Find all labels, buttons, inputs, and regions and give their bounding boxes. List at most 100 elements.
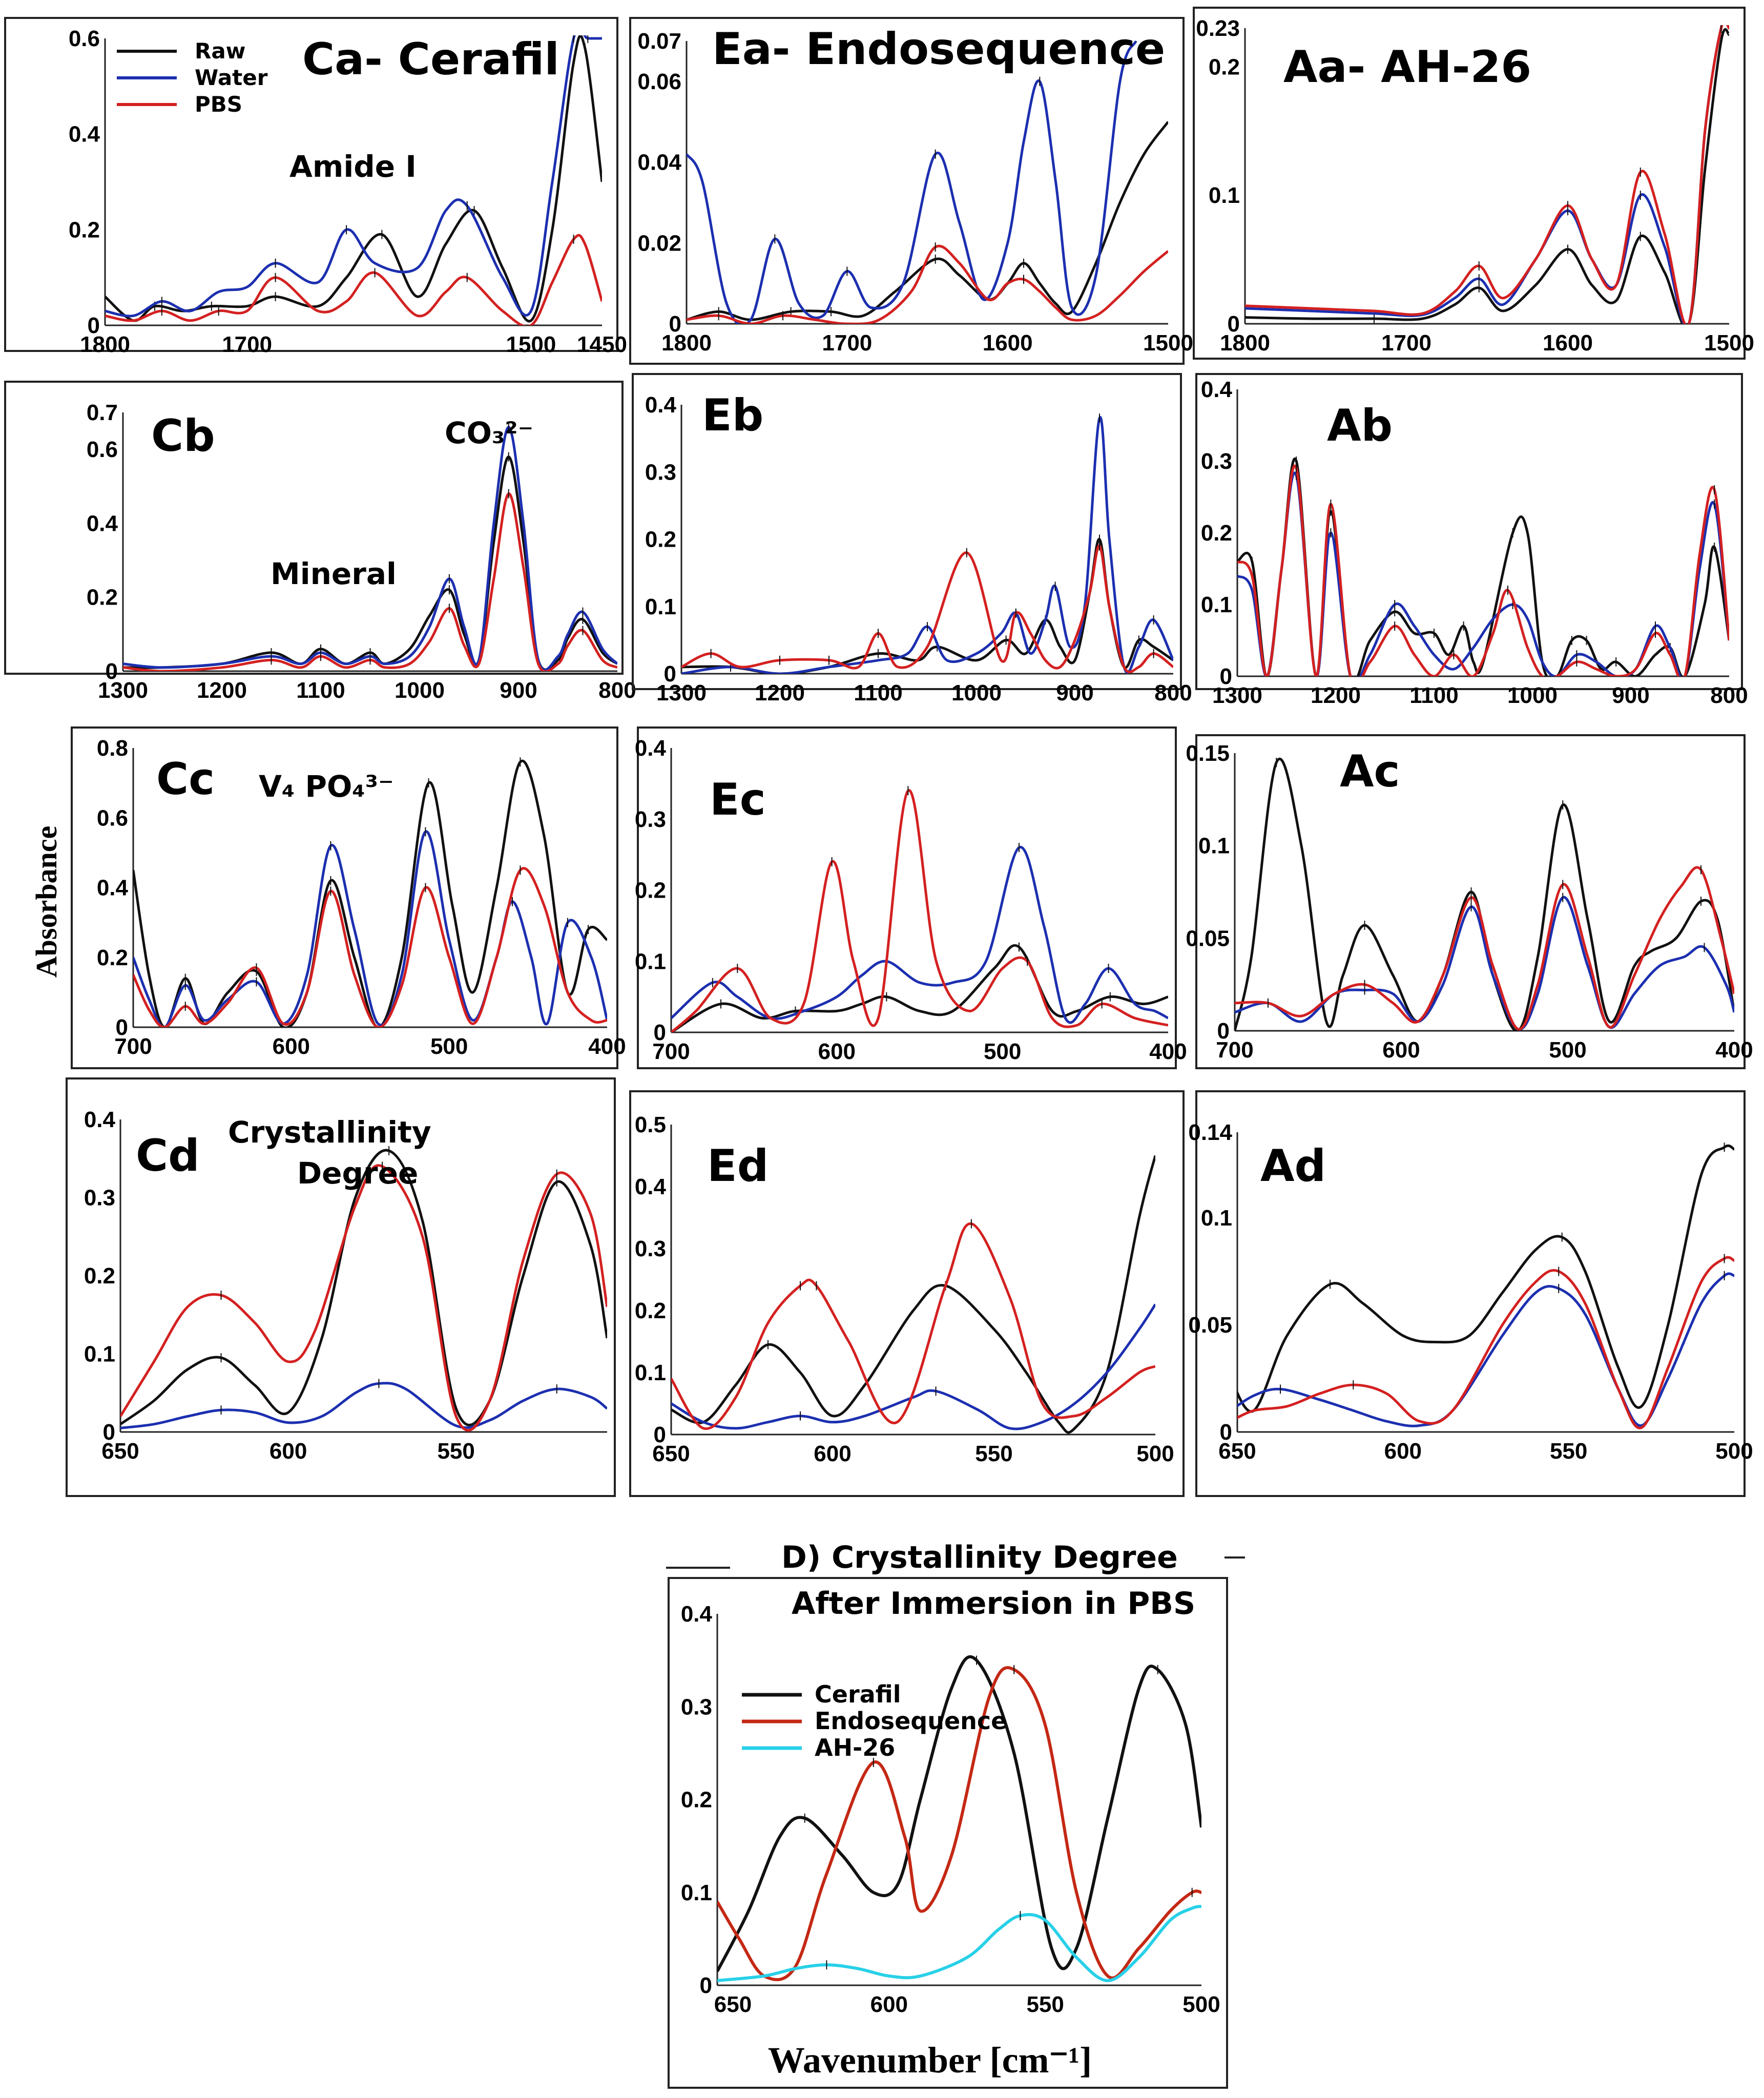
panel-title: Aa- AH-26 (1283, 41, 1531, 93)
series-group (681, 413, 1173, 674)
series-line-water (687, 40, 1137, 324)
series-line-pbs (1237, 1256, 1734, 1429)
x-tick-label: 550 (1550, 1439, 1587, 1464)
x-tick-label: 1800 (80, 332, 130, 357)
x-tick-label: 1500 (506, 332, 556, 357)
y-tick-label: 0.8 (97, 736, 128, 761)
y-tick-label: 0.2 (87, 585, 118, 610)
series-line-pbs (671, 1222, 1155, 1430)
panels-group: 1800 1700 1500 1450 0 0.2 0.4 0.6 Ca- Cerafil Ami… (4, 7, 1754, 2089)
x-tick-label: 1600 (1543, 330, 1593, 356)
y-tick-label: 0.05 (1186, 926, 1230, 951)
series-line-water (1235, 896, 1734, 1031)
x-tick-label: 650 (652, 1441, 690, 1466)
series-line-water (1237, 1272, 1734, 1427)
y-tick-label: 0.2 (1201, 521, 1232, 546)
series-line-water (681, 416, 1173, 674)
x-tick-label: 1100 (1409, 683, 1458, 708)
y-tick-label: 0.5 (635, 1112, 666, 1137)
y-tick-label: 0.1 (681, 1880, 712, 1905)
panel-title: Ab (1327, 400, 1393, 451)
series-line-pbs (120, 1164, 607, 1432)
series-group (1245, 25, 1729, 324)
y-tick-label: 0 (1220, 1420, 1232, 1445)
panel-Ad: 650 600 550 500 0 0.05 0.1 0.14 Ad (1188, 1090, 1753, 1497)
legend-label: Endosequence (815, 1707, 1007, 1735)
y-tick-label: 0.4 (84, 1107, 116, 1132)
x-tick-label: 700 (1216, 1037, 1253, 1063)
series-group (717, 1655, 1201, 1982)
series-group (105, 35, 602, 325)
y-tick-label: 0 (654, 1422, 666, 1447)
panel-Cc: 700 600 500 400 0 0.2 0.4 0.6 0.8 Cc V₄ PO₄³⁻ (71, 726, 626, 1069)
panel-frame (668, 1577, 1228, 2089)
y-tick-label: 0.3 (84, 1186, 115, 1211)
panel-title: Eb (702, 390, 763, 441)
x-tick-label: 900 (1612, 683, 1649, 708)
panel-frame (71, 726, 618, 1069)
panel-frame (1195, 1090, 1746, 1497)
x-tick-label: 900 (500, 678, 537, 703)
series-line-raw (1237, 1144, 1734, 1413)
y-tick-label: 0.3 (1201, 449, 1232, 474)
y-tick-label: 0.1 (645, 594, 676, 619)
y-tick-label: 0.2 (84, 1263, 115, 1289)
panel-title: Ec (710, 774, 766, 825)
y-tick-label: 0.05 (1188, 1313, 1232, 1338)
series-line-water (133, 830, 607, 1027)
x-tick-label: 600 (818, 1039, 856, 1064)
y-tick-label: 0.6 (97, 805, 128, 830)
panel-title: Ed (707, 1140, 769, 1192)
series-line-water (105, 35, 602, 318)
series-line-raw (133, 759, 607, 1027)
x-tick-label: 500 (1182, 1992, 1220, 2017)
series-line-raw (105, 35, 602, 323)
legend-label: AH-26 (815, 1734, 895, 1761)
x-tick-label: 1700 (1381, 330, 1431, 356)
x-tick-label: 600 (870, 1992, 908, 2017)
y-tick-label: 0.3 (645, 460, 676, 485)
x-tick-label: 550 (1026, 1992, 1064, 2017)
x-tick-label: 1300 (98, 678, 148, 703)
y-tick-label: 0.1 (1198, 834, 1230, 859)
x-tick-label: 500 (430, 1034, 468, 1059)
x-tick-label: 1450 (577, 332, 627, 357)
series-line-pbs (1245, 25, 1729, 324)
x-tick-label: 500 (1549, 1037, 1586, 1063)
series-line-water (120, 1382, 607, 1429)
x-tick-label: 1000 (951, 680, 1002, 705)
x-tick-label: 1800 (1220, 330, 1270, 356)
panel-Ed: 650 600 550 500 0 0.1 0.2 0.3 0.4 0.5 Ed (629, 1090, 1185, 1497)
y-tick-label: 0.2 (645, 527, 676, 552)
panel-annotation: Mineral (271, 556, 397, 591)
y-tick-label: 0.15 (1186, 741, 1230, 766)
y-tick-label: 0.3 (635, 1236, 666, 1261)
x-tick-label: 1200 (197, 678, 247, 703)
x-tick-label: 650 (101, 1439, 139, 1464)
x-tick-label: 600 (1382, 1037, 1420, 1063)
series-group (1237, 1143, 1734, 1429)
x-tick-label: 600 (273, 1034, 310, 1059)
x-tick-label: 1600 (983, 330, 1033, 356)
series-line-pbs (123, 492, 617, 671)
y-axis-label: Absorbance (30, 826, 63, 978)
panel-D: 650 600 550 500 0 0.1 0.2 0.3 0.4 D) Crystallinit… (666, 1540, 1245, 2089)
y-tick-label: 0 (669, 311, 681, 337)
panel-frame (4, 381, 624, 675)
y-tick-label: 0.4 (635, 736, 667, 761)
y-tick-label: 0 (1228, 311, 1240, 337)
x-tick-label: 500 (984, 1039, 1021, 1064)
y-tick-label: 0.07 (637, 29, 681, 54)
y-tick-label: 0.6 (87, 437, 118, 462)
panel-title: Cd (136, 1130, 200, 1181)
x-tick-label: 400 (588, 1034, 626, 1059)
x-tick-label: 1500 (1143, 330, 1193, 356)
y-tick-label: 0.2 (1209, 54, 1240, 79)
x-tick-label: 650 (714, 1992, 752, 2017)
y-tick-label: 0 (1220, 664, 1232, 689)
series-line-pbs (105, 234, 602, 325)
series-group (687, 40, 1168, 324)
